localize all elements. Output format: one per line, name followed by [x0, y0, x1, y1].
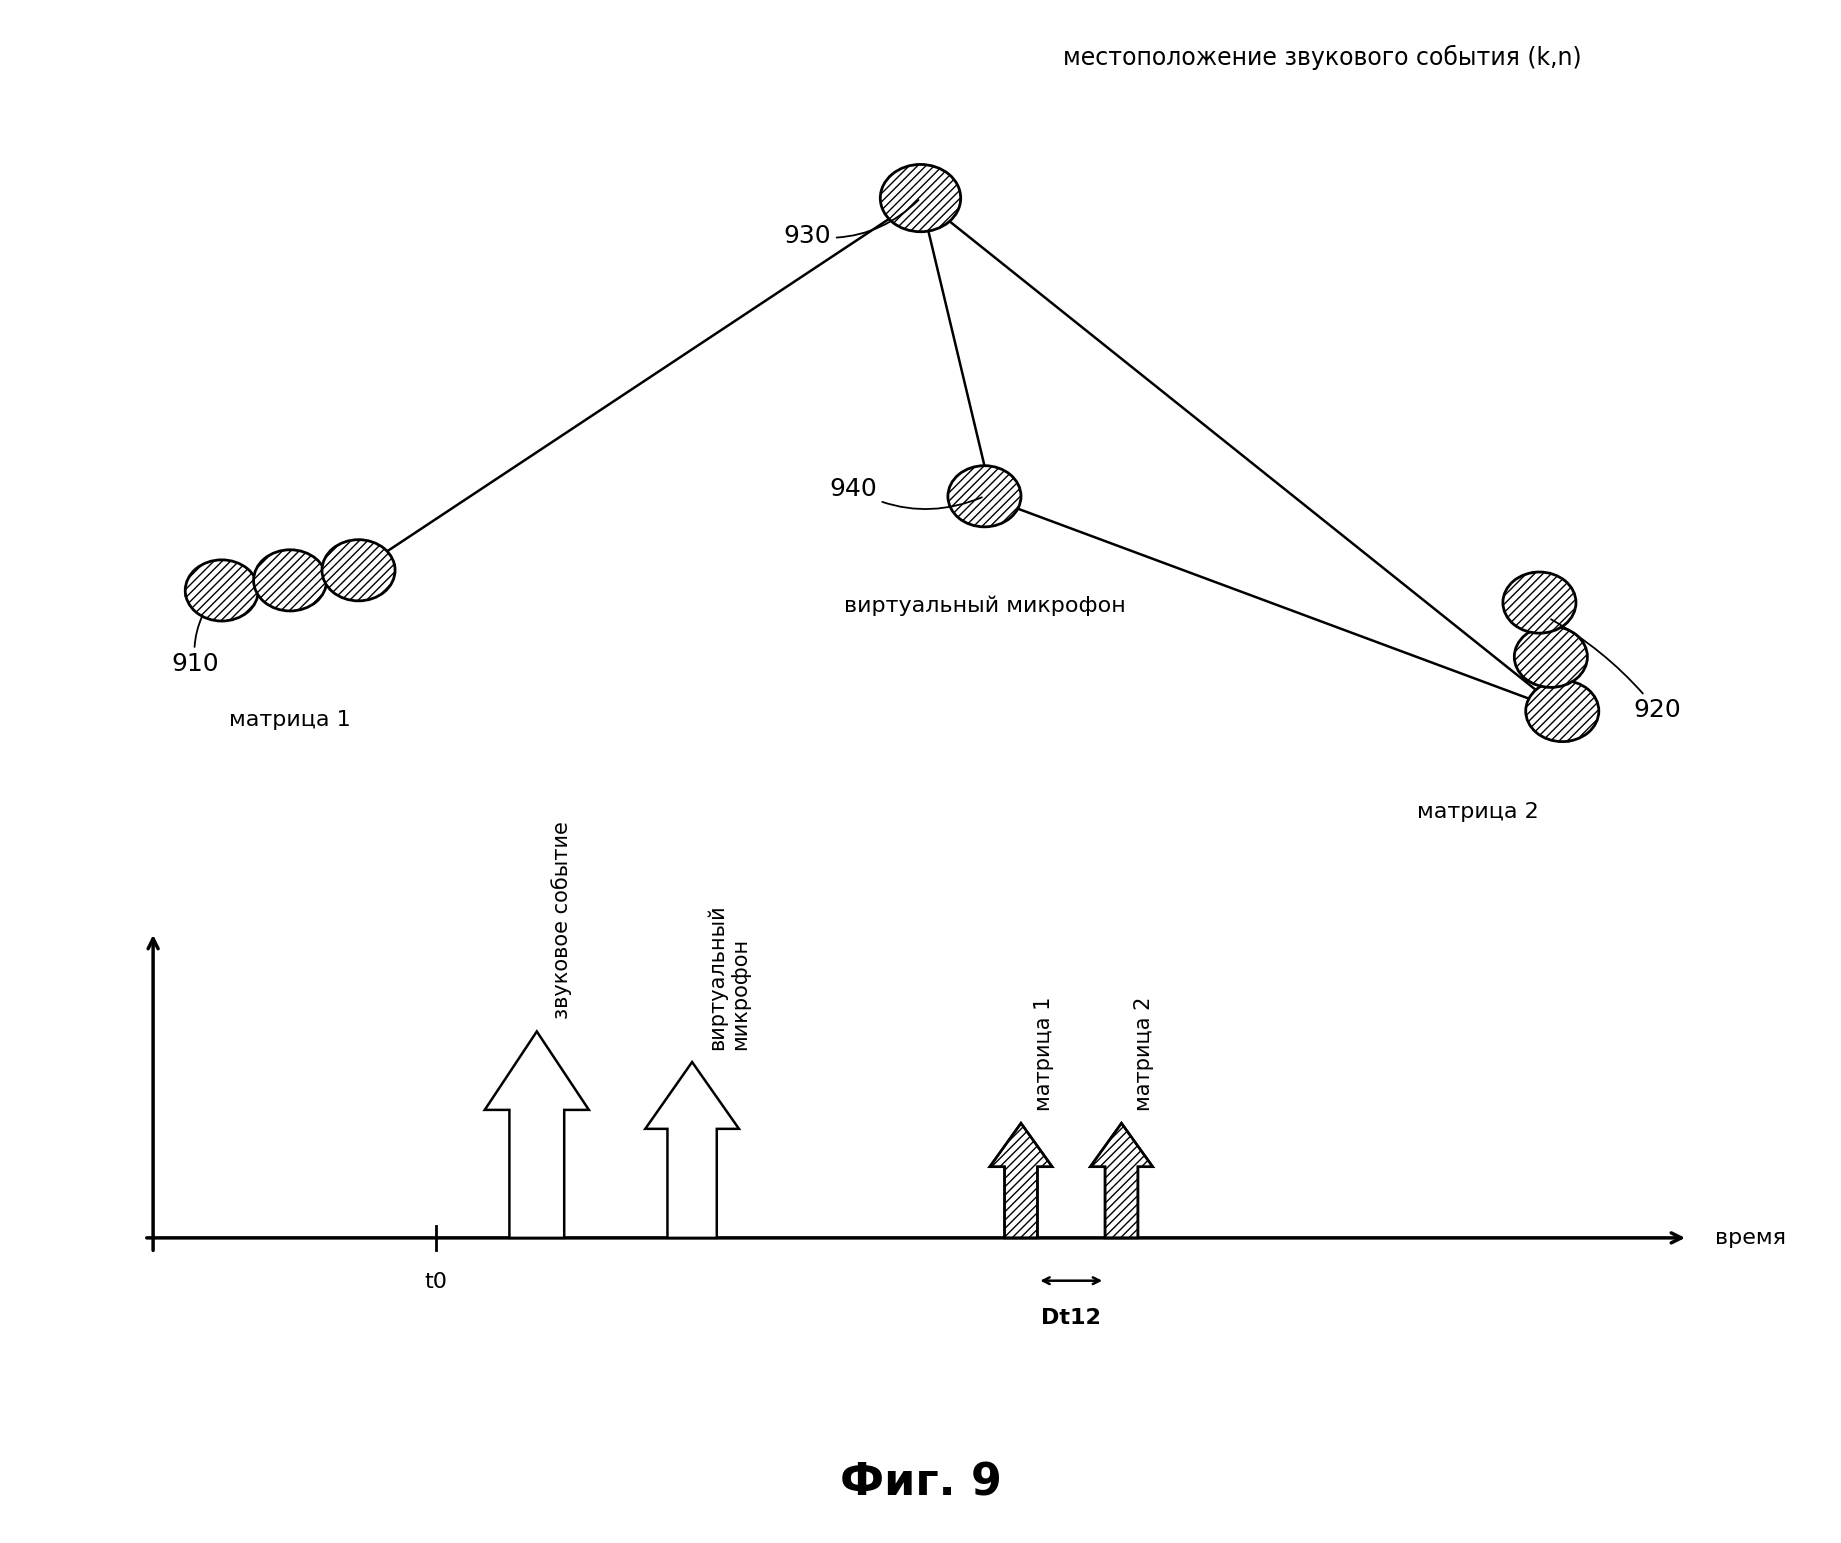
- Text: матрица 2: матрица 2: [1134, 997, 1154, 1111]
- Text: Фиг. 9: Фиг. 9: [839, 1461, 1002, 1504]
- Circle shape: [322, 540, 396, 600]
- Text: 930: 930: [784, 201, 919, 248]
- Text: матрица 1: матрица 1: [230, 710, 352, 730]
- Text: 920: 920: [1550, 619, 1681, 722]
- Text: t0: t0: [425, 1271, 447, 1291]
- Circle shape: [1502, 572, 1576, 633]
- Text: местоположение звукового события (k,n): местоположение звукового события (k,n): [1062, 45, 1581, 71]
- Text: матрица 2: матрица 2: [1418, 802, 1539, 822]
- Circle shape: [880, 165, 961, 231]
- Circle shape: [254, 549, 326, 611]
- Text: 940: 940: [828, 477, 981, 509]
- Text: время: время: [1716, 1228, 1786, 1248]
- Circle shape: [1526, 680, 1598, 742]
- FancyArrow shape: [1090, 1123, 1152, 1237]
- Text: 910: 910: [171, 616, 219, 676]
- Text: звуковое событие: звуковое событие: [552, 821, 573, 1020]
- FancyArrow shape: [484, 1031, 589, 1237]
- Text: виртуальный микрофон: виртуальный микрофон: [843, 596, 1125, 616]
- Circle shape: [186, 560, 258, 620]
- Circle shape: [1515, 626, 1587, 687]
- Text: Dt12: Dt12: [1042, 1308, 1101, 1329]
- FancyArrow shape: [990, 1123, 1053, 1237]
- FancyArrow shape: [644, 1062, 738, 1237]
- Text: матрица 1: матрица 1: [1035, 997, 1053, 1111]
- Text: виртуальный
микрофон: виртуальный микрофон: [707, 904, 751, 1049]
- Circle shape: [948, 466, 1022, 526]
